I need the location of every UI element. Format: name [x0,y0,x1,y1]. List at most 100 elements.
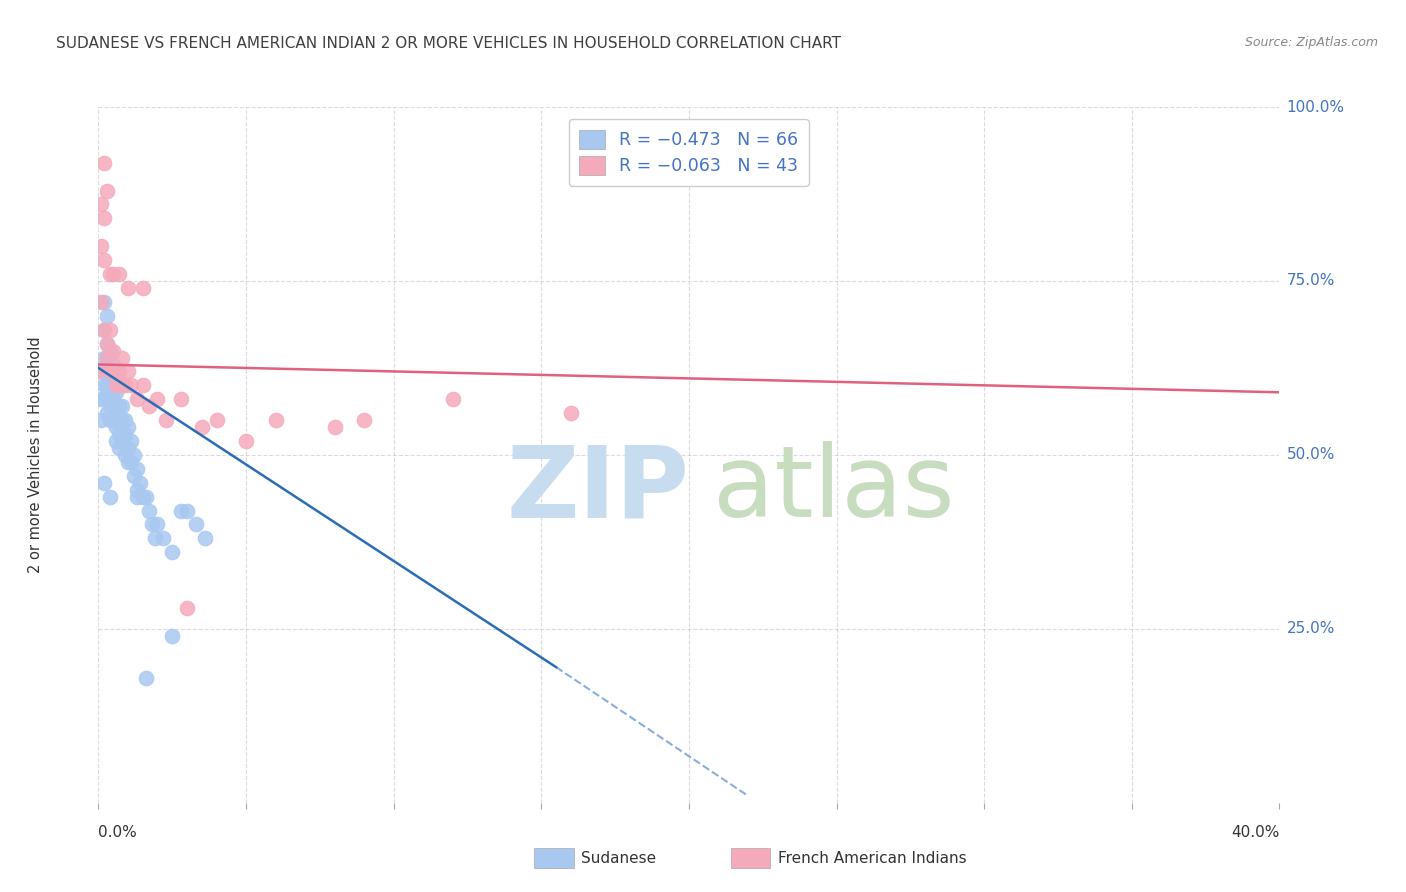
Point [105,371,128,385]
Point [170,503,193,517]
Point [120,434,142,448]
Point [93,155,115,169]
Point [90,239,112,253]
Point [114,413,136,427]
Point [135,671,157,685]
Point [125,462,148,476]
Text: SUDANESE VS FRENCH AMERICAN INDIAN 2 OR MORE VEHICLES IN HOUSEHOLD CORRELATION C: SUDANESE VS FRENCH AMERICAN INDIAN 2 OR … [56,36,841,51]
Point [138,399,160,413]
Point [108,364,131,378]
Point [108,413,131,427]
Point [98,343,121,358]
Point [98,399,121,413]
Point [132,490,155,504]
Point [93,294,115,309]
Text: atlas: atlas [713,442,955,538]
Point [96,184,118,198]
Point [98,490,121,504]
Point [125,392,148,407]
Point [111,399,134,413]
Point [93,378,115,392]
Point [105,420,128,434]
Point [141,517,163,532]
Point [98,323,121,337]
Legend: R = −0.473   N = 66, R = −0.063   N = 43: R = −0.473 N = 66, R = −0.063 N = 43 [569,120,808,186]
Text: ZIP: ZIP [506,442,689,538]
Point [114,427,136,442]
Point [93,475,115,490]
Point [103,358,125,372]
Point [108,399,131,413]
Point [103,378,125,392]
Point [90,294,112,309]
Point [96,351,118,365]
Point [184,517,207,532]
Point [162,545,183,559]
Point [105,378,128,392]
Point [135,490,157,504]
Point [353,413,375,427]
Point [235,434,257,448]
Point [117,420,139,434]
Point [143,532,166,546]
Point [152,532,174,546]
Point [560,406,582,420]
Point [191,420,214,434]
Point [117,441,139,455]
Point [96,406,118,420]
Text: 40.0%: 40.0% [1232,825,1279,840]
Point [146,392,169,407]
Point [105,406,128,420]
Point [146,517,169,532]
Point [87,364,110,378]
Point [120,455,142,469]
Point [441,392,464,407]
Point [108,378,131,392]
Point [205,413,228,427]
Point [98,267,121,281]
Point [194,532,217,546]
Point [90,413,112,427]
Point [111,378,134,392]
Point [93,323,115,337]
Point [96,336,118,351]
Point [105,434,128,448]
Point [117,281,139,295]
Point [162,629,183,643]
Text: 25.0%: 25.0% [1286,622,1334,636]
Point [111,351,134,365]
Point [111,434,134,448]
Point [105,385,128,400]
Point [98,413,121,427]
Point [96,351,118,365]
Text: 50.0%: 50.0% [1286,448,1334,462]
Point [96,309,118,323]
Point [93,211,115,226]
Point [264,413,287,427]
Point [125,483,148,497]
Text: 2 or more Vehicles in Household: 2 or more Vehicles in Household [28,336,42,574]
Point [98,385,121,400]
Point [90,197,112,211]
Point [103,364,125,378]
Point [128,475,150,490]
Point [138,503,160,517]
Point [122,468,145,483]
Point [114,448,136,462]
Point [90,364,112,378]
Point [90,392,112,407]
Point [103,343,125,358]
Point [111,413,134,427]
Point [176,503,198,517]
Point [103,413,125,427]
Point [117,364,139,378]
Point [108,267,131,281]
Point [93,351,115,365]
Point [108,427,131,442]
Point [117,455,139,469]
Point [103,267,125,281]
Point [176,601,198,615]
Point [108,441,131,455]
Point [155,413,177,427]
Point [93,392,115,407]
